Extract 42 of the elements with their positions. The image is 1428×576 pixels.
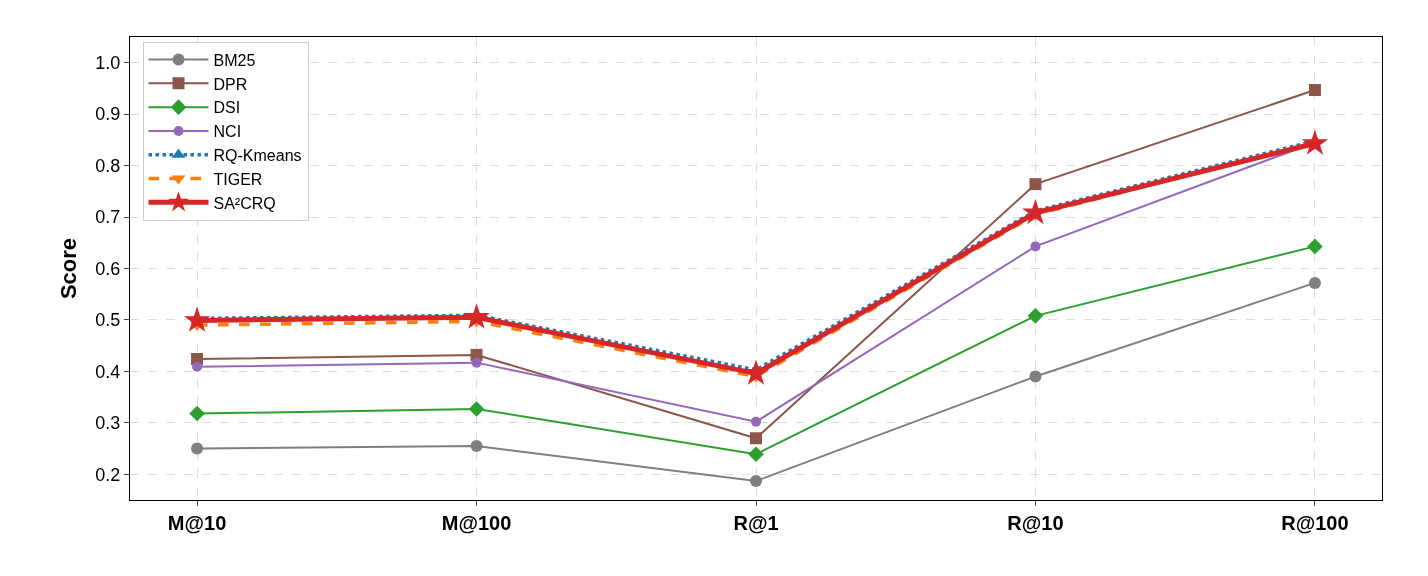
legend-label: BM25	[213, 51, 256, 69]
legend-label: DSI	[213, 99, 241, 117]
point	[192, 361, 203, 372]
point	[1301, 129, 1329, 155]
point	[1027, 308, 1044, 324]
legend-label: NCI	[213, 123, 242, 141]
point	[1307, 238, 1323, 255]
y-tick-label: 0.4	[95, 361, 121, 382]
legend-label: DPR	[213, 75, 248, 93]
point	[189, 405, 205, 422]
point	[471, 357, 482, 368]
x-tick-label: M@10	[167, 512, 227, 534]
point	[1308, 83, 1321, 96]
point	[1029, 178, 1042, 191]
point	[750, 474, 762, 487]
point	[191, 442, 204, 455]
y-tick-label: 0.7	[95, 207, 121, 228]
point	[183, 306, 211, 332]
point	[470, 439, 483, 452]
y-tick-label: 0.3	[95, 413, 121, 434]
point	[1029, 370, 1042, 383]
point	[463, 303, 490, 329]
x-tick-label: R@1	[733, 512, 779, 534]
point	[748, 446, 764, 463]
point	[751, 416, 761, 427]
y-tick-label: 1.0	[95, 53, 121, 74]
y-tick-label: 0.5	[95, 310, 121, 331]
point	[750, 432, 762, 445]
y-tick-label: 0.2	[95, 464, 121, 485]
y-tick-label: 0.6	[95, 258, 121, 279]
legend-label: TIGER	[213, 170, 263, 188]
x-tick-label: M@100	[441, 512, 512, 534]
y-tick-label: 0.9	[95, 104, 121, 125]
legend-label: RQ-Kmeans	[213, 146, 302, 164]
point	[1030, 241, 1041, 252]
legend-label: SA²CRQ	[213, 194, 276, 212]
y-axis-title: Score	[56, 237, 81, 300]
y-tick-label: 0.8	[95, 155, 121, 176]
point	[468, 401, 485, 417]
x-tick-label: R@10	[1007, 512, 1064, 534]
point	[1308, 276, 1321, 289]
x-tick-label: R@100	[1281, 512, 1349, 534]
